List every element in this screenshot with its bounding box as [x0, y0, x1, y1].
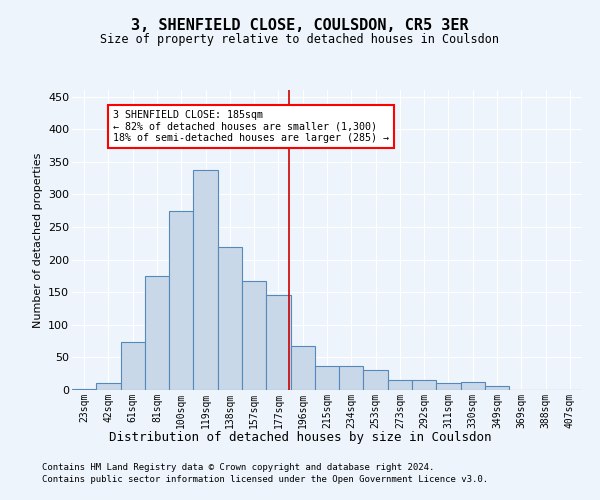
Text: Contains HM Land Registry data © Crown copyright and database right 2024.: Contains HM Land Registry data © Crown c…: [42, 464, 434, 472]
Bar: [315, 366, 339, 390]
Bar: [242, 281, 266, 390]
Bar: [290, 346, 315, 390]
Y-axis label: Number of detached properties: Number of detached properties: [32, 152, 43, 328]
Bar: [412, 380, 436, 390]
Bar: [388, 380, 412, 390]
Bar: [72, 388, 96, 390]
Bar: [145, 276, 169, 390]
Text: Distribution of detached houses by size in Coulsdon: Distribution of detached houses by size …: [109, 431, 491, 444]
Bar: [96, 384, 121, 390]
Text: 3, SHENFIELD CLOSE, COULSDON, CR5 3ER: 3, SHENFIELD CLOSE, COULSDON, CR5 3ER: [131, 18, 469, 32]
Text: 3 SHENFIELD CLOSE: 185sqm
← 82% of detached houses are smaller (1,300)
18% of se: 3 SHENFIELD CLOSE: 185sqm ← 82% of detac…: [113, 110, 389, 143]
Bar: [485, 386, 509, 390]
Text: Contains public sector information licensed under the Open Government Licence v3: Contains public sector information licen…: [42, 475, 488, 484]
Bar: [266, 296, 290, 390]
Bar: [169, 210, 193, 390]
Bar: [436, 384, 461, 390]
Bar: [218, 246, 242, 390]
Bar: [193, 170, 218, 390]
Bar: [121, 342, 145, 390]
Bar: [364, 370, 388, 390]
Bar: [339, 366, 364, 390]
Text: Size of property relative to detached houses in Coulsdon: Size of property relative to detached ho…: [101, 32, 499, 46]
Bar: [461, 382, 485, 390]
